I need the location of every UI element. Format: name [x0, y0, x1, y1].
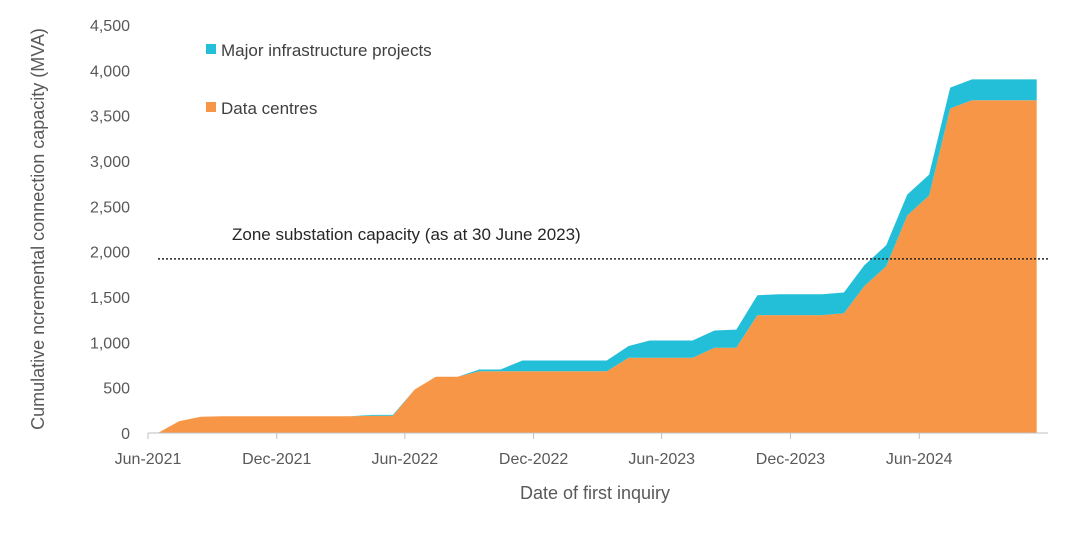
y-tick-label: 3,000 — [90, 154, 130, 171]
legend-label-major-infrastructure: Major infrastructure projects — [221, 41, 432, 60]
legend: Major infrastructure projects Data centr… — [206, 41, 432, 118]
y-tick-label: 1,500 — [90, 290, 130, 307]
x-tick-label: Jun-2024 — [886, 451, 953, 468]
y-tick-label: 0 — [121, 426, 130, 443]
y-tick-label: 2,000 — [90, 245, 130, 262]
x-axis-title: Date of first inquiry — [520, 483, 670, 503]
x-tick-label: Dec-2023 — [756, 451, 825, 468]
legend-swatch-major-infrastructure — [206, 44, 216, 54]
y-tick-label: 2,500 — [90, 199, 130, 216]
stacked-areas — [157, 79, 1037, 434]
x-tick-label: Dec-2021 — [242, 451, 311, 468]
x-tick-label: Jun-2022 — [371, 451, 438, 468]
y-axis: 0 500 1,000 1,500 2,000 2,500 3,000 3,500 4,000 4… — [90, 18, 130, 443]
x-tick-label: Jun-2021 — [115, 451, 182, 468]
y-tick-label: 4,000 — [90, 63, 130, 80]
x-tick-label: Jun-2023 — [628, 451, 695, 468]
y-tick-label: 3,500 — [90, 109, 130, 126]
x-axis: Jun-2021 Dec-2021 Jun-2022 Dec-2022 Jun-2023… — [115, 433, 953, 468]
zone-substation-capacity-label: Zone substation capacity (as at 30 June … — [232, 225, 581, 244]
y-axis-title: Cumulative ncremental connection capacit… — [28, 28, 48, 430]
y-tick-label: 1,000 — [90, 335, 130, 352]
area-major-infrastructure-projects — [157, 79, 1037, 434]
legend-label-data-centres: Data centres — [221, 99, 317, 118]
x-tick-label: Dec-2022 — [499, 451, 568, 468]
y-tick-label: 500 — [103, 381, 130, 398]
area-data-centres — [157, 100, 1037, 434]
legend-swatch-data-centres — [206, 102, 216, 112]
y-tick-label: 4,500 — [90, 18, 130, 35]
